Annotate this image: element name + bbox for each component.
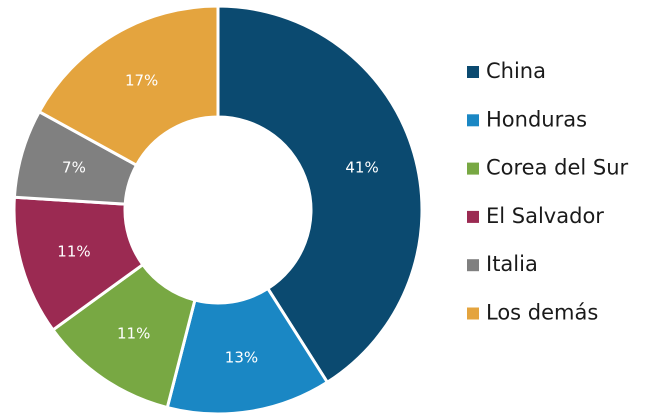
legend-swatch [467,259,479,272]
legend-swatch [467,162,479,175]
data-label: 41% [345,159,378,177]
data-label: 7% [62,159,86,177]
legend-label: China [486,59,546,83]
legend-label: Corea del Sur [486,156,629,180]
legend-label: El Salvador [486,204,604,228]
data-label: 17% [125,71,158,89]
legend-swatch [467,114,479,127]
data-label: 11% [117,325,150,343]
data-label: 13% [225,349,258,367]
legend-label: Honduras [486,107,587,131]
donut-segment [37,4,220,168]
data-label: 11% [57,242,90,260]
legend-swatch [467,307,479,320]
legend-label: Los demás [486,301,598,325]
legend-swatch [467,210,479,223]
legend-swatch [467,66,479,78]
legend-label: Italia [486,252,538,276]
